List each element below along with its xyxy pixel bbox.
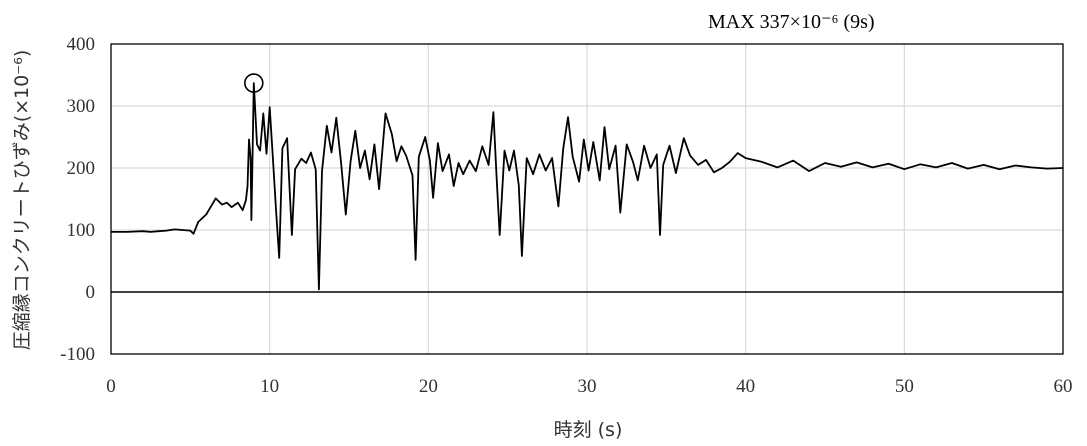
x-tick-label: 60 xyxy=(1054,376,1073,397)
x-tick-label: 50 xyxy=(895,376,914,397)
max-annotation: MAX 337×10⁻⁶ (9s) xyxy=(708,11,875,33)
tick-labels: -100 0 100 200 300 400 0 10 20 30 40 50 60 xyxy=(60,34,1072,397)
x-tick-label: 0 xyxy=(106,376,116,397)
y-axis-title: 圧縮縁コンクリートひずみ(×10⁻⁶) xyxy=(11,50,33,351)
y-tick-label: 0 xyxy=(86,282,96,303)
x-tick-label: 30 xyxy=(578,376,597,397)
x-axis-title: 時刻 (s) xyxy=(554,419,623,441)
y-tick-label: 100 xyxy=(67,220,96,241)
y-tick-label: -100 xyxy=(60,344,95,365)
y-tick-label: 300 xyxy=(67,96,96,117)
x-tick-label: 10 xyxy=(260,376,279,397)
y-tick-label: 400 xyxy=(67,34,96,55)
y-tick-label: 200 xyxy=(67,158,96,179)
x-tick-label: 20 xyxy=(419,376,438,397)
x-tick-label: 40 xyxy=(736,376,755,397)
